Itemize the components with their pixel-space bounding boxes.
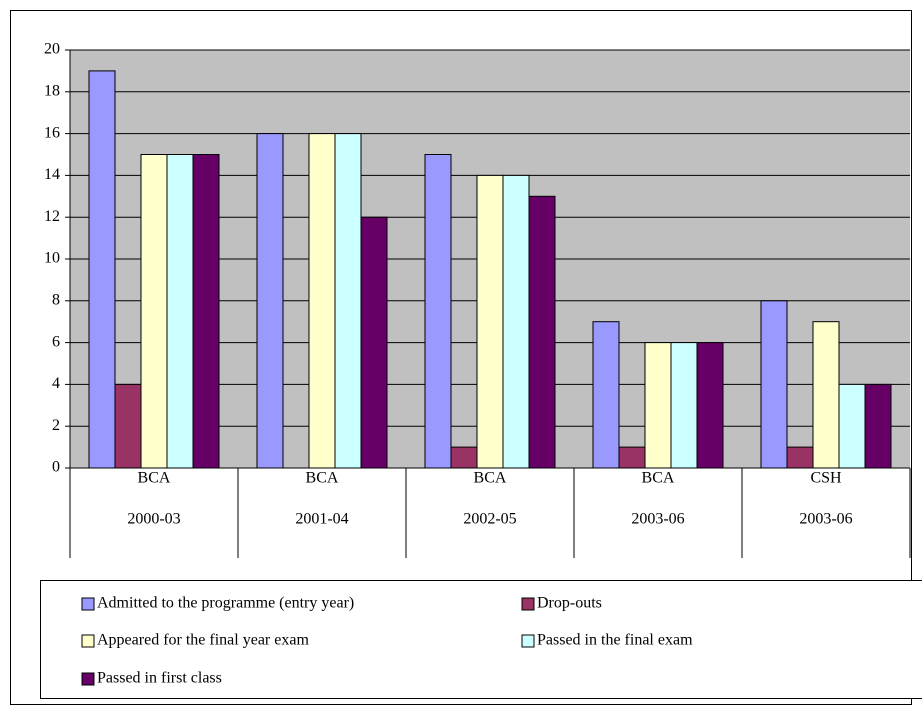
x-tick-label: 2001-04 bbox=[295, 511, 348, 528]
legend-swatch bbox=[521, 634, 535, 648]
legend-swatch bbox=[81, 597, 95, 611]
bar bbox=[502, 174, 530, 469]
y-tick-label: 12 bbox=[44, 208, 60, 225]
bar bbox=[424, 154, 452, 469]
legend-label: Admitted to the programme (entry year) bbox=[97, 595, 354, 612]
y-tick-label: 8 bbox=[52, 291, 60, 308]
y-tick-label: 10 bbox=[44, 250, 60, 267]
bar bbox=[812, 321, 840, 469]
bar bbox=[670, 342, 698, 469]
x-tick-label: CSH bbox=[810, 470, 842, 487]
bar bbox=[786, 446, 814, 469]
y-tick-label: 6 bbox=[52, 333, 60, 350]
y-tick-label: 14 bbox=[44, 166, 60, 183]
bar bbox=[450, 446, 478, 469]
bar bbox=[308, 133, 336, 469]
bar bbox=[592, 321, 620, 469]
bar bbox=[192, 154, 220, 469]
bar bbox=[166, 154, 194, 469]
legend-swatch bbox=[521, 597, 535, 611]
legend-label: Passed in the final exam bbox=[537, 632, 693, 649]
bar bbox=[88, 70, 116, 469]
bar bbox=[256, 133, 284, 469]
bar bbox=[618, 446, 646, 469]
x-tick-label: BCA bbox=[474, 470, 507, 487]
bar bbox=[838, 383, 866, 469]
x-tick-label: BCA bbox=[642, 470, 675, 487]
legend-box bbox=[40, 580, 922, 699]
x-tick-label: 2002-05 bbox=[463, 511, 516, 528]
y-tick-label: 2 bbox=[52, 417, 60, 434]
bar bbox=[760, 300, 788, 469]
bar bbox=[360, 216, 388, 469]
x-tick-label: 2003-06 bbox=[799, 511, 852, 528]
bar bbox=[114, 383, 142, 469]
y-tick-label: 16 bbox=[44, 124, 60, 141]
y-tick-label: 18 bbox=[44, 82, 60, 99]
bar bbox=[140, 154, 168, 469]
bar bbox=[528, 195, 556, 469]
x-tick-label: 2003-06 bbox=[631, 511, 684, 528]
legend-swatch bbox=[81, 634, 95, 648]
x-tick-label: BCA bbox=[306, 470, 339, 487]
legend-swatch bbox=[81, 672, 95, 686]
bar bbox=[696, 342, 724, 469]
bar bbox=[644, 342, 672, 469]
legend-label: Passed in first class bbox=[97, 670, 222, 687]
legend-label: Drop-outs bbox=[537, 595, 602, 612]
bar bbox=[334, 133, 362, 469]
y-tick-label: 20 bbox=[44, 41, 60, 58]
x-tick-label: BCA bbox=[138, 470, 171, 487]
legend-label: Appeared for the final year exam bbox=[97, 632, 309, 649]
bar bbox=[864, 383, 892, 469]
x-tick-label: 2000-03 bbox=[127, 511, 180, 528]
y-tick-label: 4 bbox=[52, 375, 60, 392]
bar bbox=[476, 174, 504, 469]
y-tick-label: 0 bbox=[52, 459, 60, 476]
